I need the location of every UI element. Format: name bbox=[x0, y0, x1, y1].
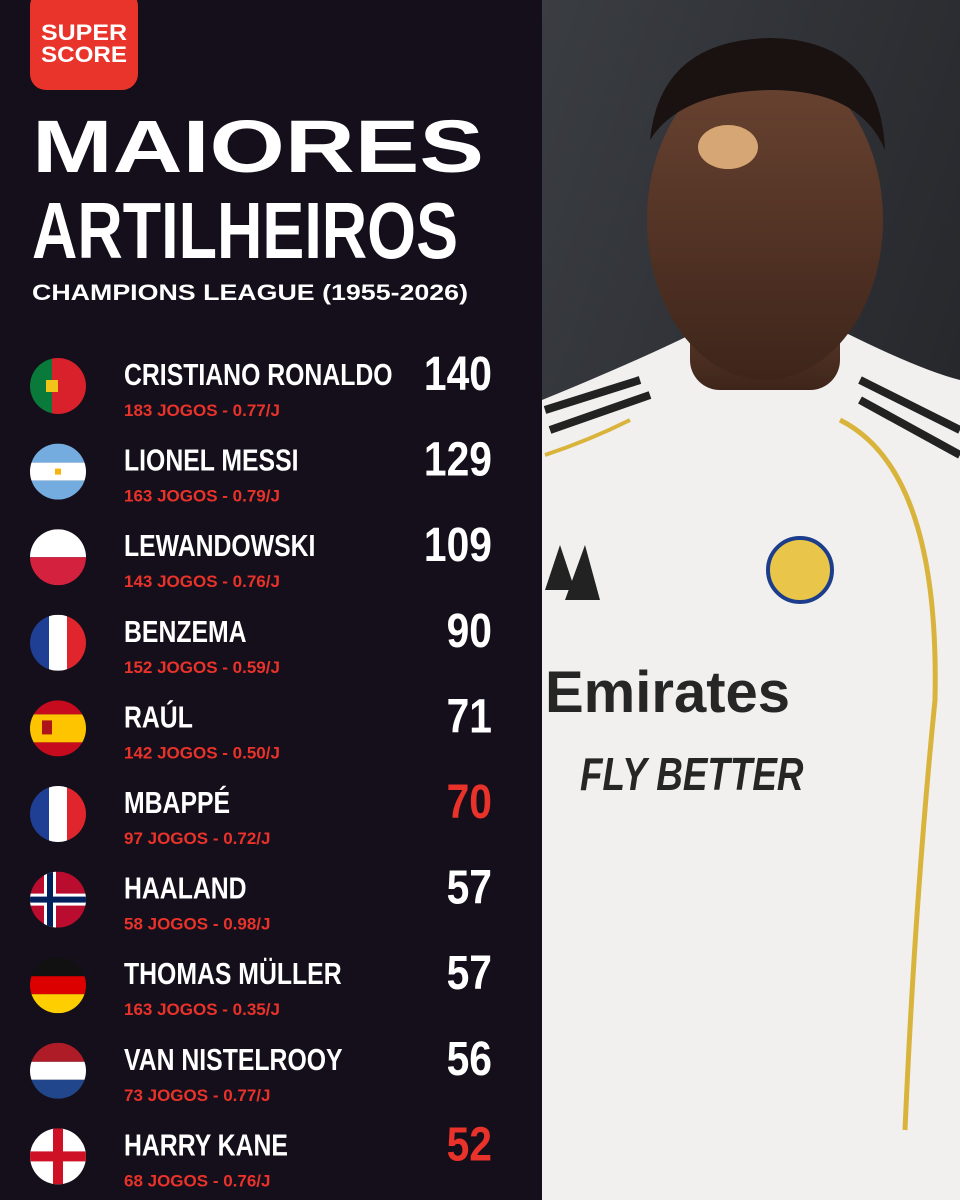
player-row: CRISTIANO RONALDO 183 JOGOS - 0.77/J 140 bbox=[30, 348, 492, 420]
flag-part bbox=[55, 468, 61, 475]
player-goals: 57 bbox=[447, 947, 492, 1000]
player-goals: 129 bbox=[424, 434, 492, 487]
player-name: LEWANDOWSKI bbox=[124, 529, 315, 563]
flag-part bbox=[30, 714, 86, 743]
flag-part bbox=[49, 786, 67, 842]
player-goals: 109 bbox=[424, 519, 492, 572]
player-row: HAALAND 58 JOGOS - 0.98/J 57 bbox=[30, 862, 492, 934]
logo-line: SUPER bbox=[41, 20, 127, 45]
left-panel bbox=[0, 0, 542, 1200]
player-row: BENZEMA 152 JOGOS - 0.59/J 90 bbox=[30, 605, 492, 677]
flag-part bbox=[30, 976, 86, 995]
player-stats: 163 JOGOS - 0.35/J bbox=[124, 1000, 280, 1019]
flag-part bbox=[30, 896, 86, 903]
flag-part bbox=[30, 994, 86, 1014]
title: MAIORES bbox=[32, 105, 484, 188]
player-stats: 58 JOGOS - 0.98/J bbox=[124, 915, 270, 934]
player-goals: 57 bbox=[447, 862, 492, 915]
player-goals: 71 bbox=[447, 690, 492, 743]
player-row: LIONEL MESSI 163 JOGOS - 0.79/J 129 bbox=[30, 434, 492, 506]
flag-part bbox=[30, 358, 52, 414]
flag bbox=[30, 1042, 86, 1099]
logo: SUPER SCORE bbox=[30, 0, 138, 90]
player-stats: 152 JOGOS - 0.59/J bbox=[124, 658, 280, 677]
flag bbox=[30, 443, 86, 500]
flag bbox=[30, 957, 86, 1014]
ranking: CRISTIANO RONALDO 183 JOGOS - 0.77/J 140 LI… bbox=[30, 348, 492, 1190]
player-goals: 56 bbox=[447, 1033, 492, 1086]
flag-part bbox=[30, 1079, 86, 1099]
flag-part bbox=[30, 786, 49, 842]
flag bbox=[30, 700, 86, 757]
flag-part bbox=[49, 614, 67, 671]
flag bbox=[30, 1128, 86, 1185]
player-goals: 52 bbox=[447, 1118, 492, 1171]
flag-part bbox=[30, 1042, 86, 1062]
player-name: RAÚL bbox=[124, 700, 193, 734]
player-row: VAN NISTELROOY 73 JOGOS - 0.77/J 56 bbox=[30, 1033, 492, 1105]
subtitle: CHAMPIONS LEAGUE (1955-2026) bbox=[32, 280, 468, 305]
flag bbox=[30, 529, 86, 586]
player-stats: 163 JOGOS - 0.79/J bbox=[124, 487, 280, 506]
player-name: CRISTIANO RONALDO bbox=[124, 357, 393, 391]
player-stats: 97 JOGOS - 0.72/J bbox=[124, 829, 270, 848]
player-row: MBAPPÉ 97 JOGOS - 0.72/J 70 bbox=[30, 776, 492, 848]
player-name: LIONEL MESSI bbox=[124, 443, 298, 477]
player-name: HAALAND bbox=[124, 871, 247, 905]
flag bbox=[30, 358, 86, 414]
flag bbox=[30, 871, 86, 928]
flag-part bbox=[30, 480, 86, 500]
player-stats: 183 JOGOS - 0.77/J bbox=[124, 401, 280, 420]
player-name: THOMAS MÜLLER bbox=[124, 957, 342, 991]
jersey-sponsor: Emirates bbox=[545, 660, 790, 725]
player-name: VAN NISTELROOY bbox=[124, 1042, 343, 1076]
player-stats: 73 JOGOS - 0.77/J bbox=[124, 1086, 270, 1105]
flag-part bbox=[30, 957, 86, 977]
flag-part bbox=[30, 1151, 86, 1162]
flag bbox=[30, 786, 86, 842]
flag-part bbox=[46, 380, 58, 392]
flag-part bbox=[42, 720, 52, 735]
flag bbox=[30, 614, 86, 671]
jersey-slogan: FLY BETTER bbox=[580, 748, 803, 800]
player-goals: 70 bbox=[447, 776, 492, 829]
player-goals: 90 bbox=[447, 605, 492, 658]
flag-part bbox=[67, 614, 86, 671]
player-name: HARRY KANE bbox=[124, 1128, 288, 1162]
player-name: MBAPPÉ bbox=[124, 785, 230, 819]
player-goals: 140 bbox=[424, 348, 492, 401]
flag-part bbox=[30, 1061, 86, 1080]
flag-part bbox=[30, 443, 86, 463]
flag-part bbox=[67, 786, 86, 842]
photo: Emirates FLY BETTER bbox=[542, 0, 960, 1200]
logo-line: SCORE bbox=[41, 42, 127, 67]
player-row: HARRY KANE 68 JOGOS - 0.76/J 52 bbox=[30, 1118, 492, 1190]
player-stats: 143 JOGOS - 0.76/J bbox=[124, 572, 280, 591]
title: ARTILHEIROS bbox=[32, 186, 458, 275]
player-name: BENZEMA bbox=[124, 614, 247, 648]
flag-part bbox=[30, 614, 49, 671]
player-stats: 68 JOGOS - 0.76/J bbox=[124, 1171, 270, 1190]
player-stats: 142 JOGOS - 0.50/J bbox=[124, 743, 280, 762]
player-row: THOMAS MÜLLER 163 JOGOS - 0.35/J 57 bbox=[30, 947, 492, 1019]
